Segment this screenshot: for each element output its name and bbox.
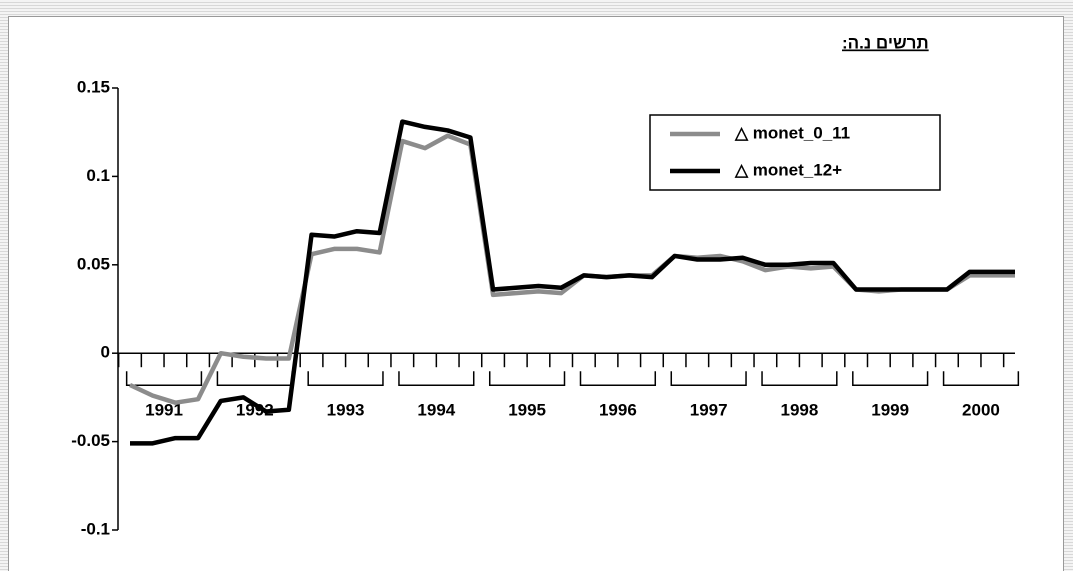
y-tick-label: 0.1: [86, 166, 110, 185]
y-tick-label: -0.05: [71, 431, 110, 450]
chart-title: תרשים נ.ה:: [842, 33, 929, 52]
legend-label: △ monet_12+: [734, 160, 842, 179]
series-line: [130, 119, 1015, 446]
x-group-label: 1996: [599, 401, 637, 420]
x-group-label: 2000: [962, 401, 1000, 420]
x-group-label: 1994: [417, 401, 455, 420]
year-bracket: [942, 371, 1020, 386]
x-group-label: 1992: [236, 401, 274, 420]
year-bracket: [307, 371, 384, 386]
year-bracket: [125, 371, 203, 386]
x-group-label: 1991: [145, 401, 183, 420]
year-bracket: [579, 371, 657, 386]
y-tick-label: 0: [101, 343, 110, 362]
year-bracket: [670, 371, 747, 386]
x-group-label: 1997: [690, 401, 728, 420]
x-group-label: 1993: [327, 401, 365, 420]
x-group-label: 1998: [781, 401, 819, 420]
x-group-label: 1995: [508, 401, 546, 420]
y-tick-label: 0.15: [77, 77, 110, 96]
x-group-label: 1999: [871, 401, 909, 420]
year-bracket: [488, 371, 566, 386]
y-tick-label: 0.05: [77, 254, 110, 273]
legend-label: △ monet_0_11: [734, 123, 850, 142]
legend-box: [649, 114, 941, 191]
year-bracket: [216, 371, 293, 386]
y-tick-label: -0.1: [81, 519, 110, 538]
year-bracket: [852, 371, 929, 386]
year-bracket: [398, 371, 475, 386]
year-bracket: [761, 371, 838, 386]
